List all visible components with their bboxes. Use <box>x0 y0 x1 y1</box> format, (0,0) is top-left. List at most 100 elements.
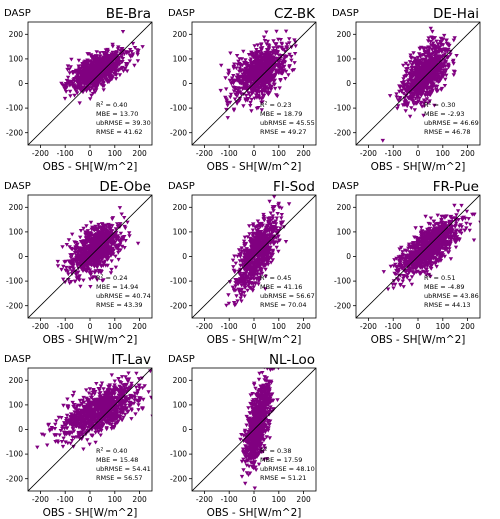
data-point <box>277 205 282 210</box>
data-point <box>110 55 115 60</box>
data-point <box>68 65 73 70</box>
data-point <box>68 80 73 84</box>
data-point <box>87 277 93 282</box>
data-point <box>93 64 99 69</box>
data-point <box>75 86 81 91</box>
data-point <box>424 55 429 60</box>
data-point <box>405 79 410 84</box>
data-point <box>250 224 256 228</box>
data-point <box>118 52 123 56</box>
data-point <box>81 226 86 231</box>
data-point <box>105 232 110 237</box>
data-point <box>95 257 101 262</box>
data-point <box>238 296 243 301</box>
data-point <box>83 63 88 68</box>
data-point <box>452 70 457 74</box>
data-point <box>445 224 450 228</box>
data-point <box>103 48 109 53</box>
data-point <box>279 222 284 227</box>
data-point <box>96 74 101 78</box>
data-point <box>98 82 104 87</box>
data-point <box>94 88 99 92</box>
data-point <box>265 237 270 241</box>
data-point <box>224 303 229 308</box>
data-point <box>111 64 117 68</box>
data-point <box>447 43 452 48</box>
data-point <box>136 48 141 53</box>
data-point <box>83 255 88 260</box>
data-point <box>260 96 266 100</box>
panel-title: DE-Obe <box>99 179 151 195</box>
data-point <box>422 85 427 89</box>
data-point <box>426 54 431 58</box>
data-point <box>259 108 264 113</box>
data-point <box>59 267 64 272</box>
x-tick-label: 0 <box>416 149 421 158</box>
data-point <box>111 61 117 66</box>
data-point <box>464 226 469 231</box>
x-axis-label: OBS - SH[W/m^2] <box>43 334 138 346</box>
data-point <box>63 268 68 273</box>
data-point <box>249 249 255 254</box>
data-point <box>248 100 253 105</box>
data-point <box>444 38 449 43</box>
data-point <box>130 41 136 46</box>
data-point <box>231 289 237 293</box>
data-point <box>259 52 265 57</box>
data-point <box>266 45 272 50</box>
data-point <box>72 79 77 84</box>
data-point <box>70 265 75 270</box>
data-point <box>252 96 257 101</box>
data-point <box>416 99 421 104</box>
x-tick-label: 200 <box>296 322 311 331</box>
data-point <box>96 227 101 232</box>
data-point <box>274 71 279 76</box>
x-tick-label: 0 <box>252 322 257 331</box>
data-point <box>273 42 279 47</box>
data-point <box>116 57 121 61</box>
data-point <box>234 54 240 58</box>
data-point <box>413 102 419 106</box>
data-point <box>241 239 247 244</box>
data-point <box>120 30 126 34</box>
y-tick-label: -200 <box>6 128 23 137</box>
y-tick-label: -200 <box>170 128 187 137</box>
data-point <box>123 239 128 243</box>
data-point <box>404 70 409 75</box>
data-point <box>274 245 279 250</box>
data-point <box>243 61 248 65</box>
data-point <box>109 236 114 241</box>
data-point <box>238 79 243 84</box>
data-point <box>249 281 255 286</box>
data-point <box>246 257 251 262</box>
data-point <box>242 86 248 91</box>
data-point <box>97 51 103 56</box>
data-point <box>93 224 98 229</box>
data-point <box>81 70 86 75</box>
data-point <box>263 267 268 272</box>
data-point <box>409 79 414 84</box>
data-point <box>255 88 260 93</box>
data-point <box>78 235 83 240</box>
data-point <box>267 219 272 224</box>
x-tick-label: -100 <box>221 322 238 331</box>
data-point <box>263 262 269 267</box>
data-point <box>411 51 416 55</box>
data-point <box>276 37 281 42</box>
data-point <box>255 55 261 60</box>
data-point <box>429 87 434 92</box>
data-point <box>246 53 252 57</box>
data-point <box>237 98 242 103</box>
data-point <box>408 97 414 102</box>
data-point <box>436 72 441 77</box>
x-tick-label: 200 <box>132 322 147 331</box>
data-point <box>241 281 247 285</box>
data-point <box>71 269 76 274</box>
data-point <box>443 77 448 82</box>
data-point <box>116 257 121 262</box>
data-point <box>87 89 93 93</box>
data-point <box>394 92 399 97</box>
data-point <box>417 80 423 85</box>
data-point <box>426 36 431 41</box>
data-point <box>441 53 446 58</box>
